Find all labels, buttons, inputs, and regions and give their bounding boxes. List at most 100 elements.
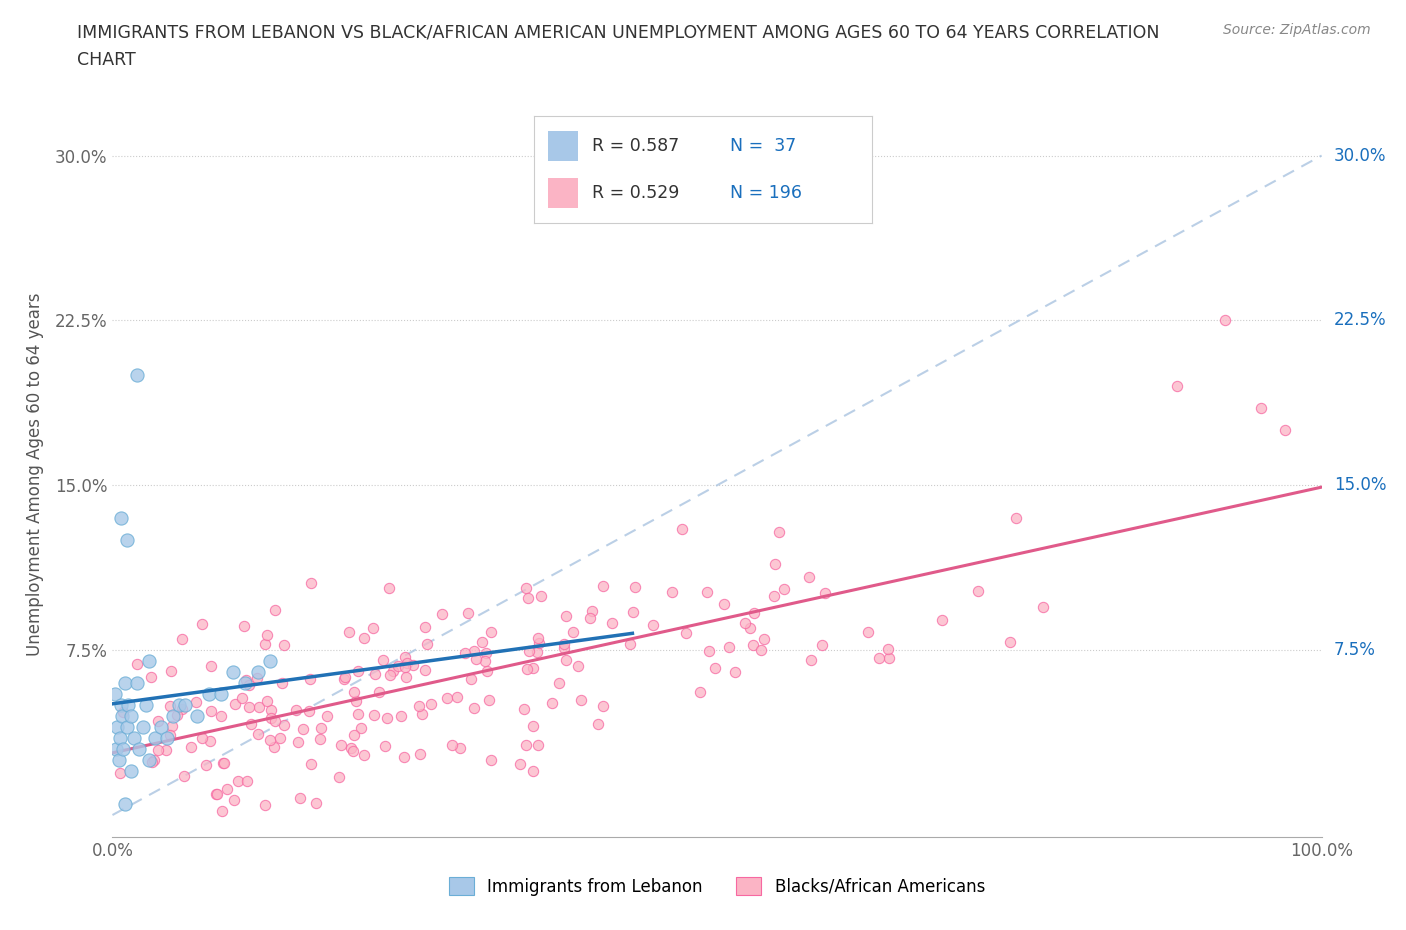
Point [526, 645, 548, 660]
Text: N = 196: N = 196 [730, 184, 801, 202]
Point [516, 661, 538, 676]
Point [363, 667, 385, 682]
Point [395, 670, 418, 684]
Point [125, 676, 148, 691]
Point [138, 654, 160, 669]
Text: N =  37: N = 37 [730, 138, 796, 155]
Point [368, 684, 391, 699]
Point [174, 698, 197, 712]
Legend: Immigrants from Lebanon, Blacks/African Americans: Immigrants from Lebanon, Blacks/African … [443, 870, 991, 902]
Point [387, 659, 409, 674]
Point [233, 618, 256, 633]
Point [343, 727, 366, 742]
Point [877, 642, 900, 657]
Point [191, 617, 214, 631]
Point [353, 631, 375, 645]
Point [763, 557, 786, 572]
Text: CHART: CHART [77, 51, 136, 69]
Point [115, 720, 138, 735]
Point [1032, 599, 1054, 614]
Point [231, 690, 253, 705]
Point [509, 757, 531, 772]
Point [180, 739, 202, 754]
Point [162, 709, 184, 724]
Point [713, 597, 735, 612]
Point [186, 695, 208, 710]
Point [110, 698, 132, 712]
Point [363, 708, 385, 723]
Point [420, 697, 443, 711]
Point [381, 664, 404, 679]
Point [522, 660, 544, 675]
Text: 22.5%: 22.5% [1334, 312, 1386, 329]
Point [159, 698, 181, 713]
Point [416, 636, 439, 651]
Point [247, 726, 270, 741]
Point [457, 605, 479, 620]
Point [553, 637, 575, 652]
Point [287, 735, 309, 750]
Point [350, 721, 373, 736]
Point [671, 522, 693, 537]
Text: R = 0.529: R = 0.529 [592, 184, 679, 202]
Point [198, 686, 221, 701]
Point [308, 731, 330, 746]
Point [432, 606, 454, 621]
Point [527, 737, 550, 752]
Point [125, 657, 148, 671]
Point [259, 702, 281, 717]
Point [235, 672, 257, 687]
Point [592, 579, 614, 594]
Point [142, 753, 165, 768]
Point [619, 637, 641, 652]
Point [114, 676, 136, 691]
Point [333, 670, 356, 684]
Point [329, 738, 352, 753]
Point [200, 703, 222, 718]
Point [125, 368, 148, 383]
Point [411, 707, 433, 722]
Point [763, 589, 786, 604]
Point [141, 755, 163, 770]
Point [235, 676, 257, 691]
Point [222, 665, 245, 680]
Point [361, 620, 384, 635]
Point [465, 652, 488, 667]
Point [215, 782, 238, 797]
Point [135, 698, 157, 712]
Point [332, 671, 354, 686]
Point [156, 731, 179, 746]
Point [256, 628, 278, 643]
Point [877, 651, 900, 666]
Point [477, 663, 499, 678]
Point [394, 659, 416, 674]
Point [105, 741, 128, 756]
Point [173, 768, 195, 783]
Point [253, 798, 276, 813]
Point [540, 696, 562, 711]
Point [146, 714, 169, 729]
Point [586, 716, 609, 731]
Point [724, 665, 747, 680]
Point [162, 718, 184, 733]
Point [811, 637, 834, 652]
Point [209, 709, 232, 724]
Point [340, 740, 363, 755]
Point [643, 618, 665, 632]
Point [212, 756, 235, 771]
Point [269, 731, 291, 746]
Point [111, 709, 134, 724]
Point [141, 670, 163, 684]
Point [120, 764, 142, 778]
Point [337, 625, 360, 640]
Point [346, 707, 368, 722]
Point [522, 718, 544, 733]
Point [309, 721, 332, 736]
Point [440, 737, 463, 752]
Point [515, 581, 537, 596]
Point [814, 586, 837, 601]
Point [373, 738, 395, 753]
Point [661, 584, 683, 599]
Point [478, 693, 501, 708]
Point [744, 605, 766, 620]
